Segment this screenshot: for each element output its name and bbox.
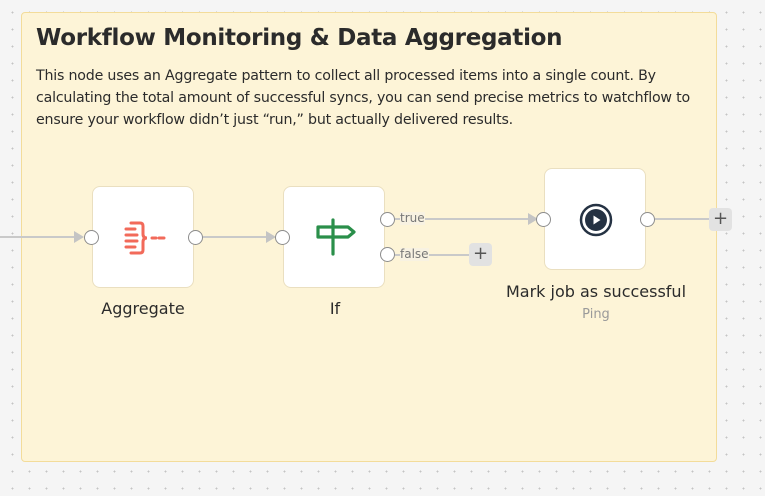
output-handle-false[interactable]	[380, 247, 395, 262]
play-circle-icon	[579, 203, 613, 237]
connection-incoming	[0, 236, 78, 238]
node-subtitle: Ping	[582, 307, 610, 322]
output-label-true: true	[400, 211, 425, 225]
arrow-icon	[266, 231, 276, 243]
node-label: Mark job as successful	[505, 282, 687, 301]
node-if[interactable]	[283, 186, 385, 288]
output-handle[interactable]	[188, 230, 203, 245]
node-aggregate[interactable]	[92, 186, 194, 288]
signpost-icon	[316, 218, 356, 256]
arrow-icon	[528, 213, 538, 225]
input-handle[interactable]	[536, 212, 551, 227]
connection-true	[395, 218, 531, 220]
node-label: If	[329, 299, 341, 318]
output-label-false: false	[400, 247, 429, 261]
output-handle[interactable]	[640, 212, 655, 227]
node-label: Aggregate	[101, 299, 185, 318]
output-handle-true[interactable]	[380, 212, 395, 227]
input-handle[interactable]	[275, 230, 290, 245]
add-node-button[interactable]: +	[709, 208, 732, 231]
aggregate-icon	[124, 221, 166, 255]
sticky-title: Workflow Monitoring & Data Aggregation	[36, 25, 563, 51]
arrow-icon	[74, 231, 84, 243]
add-node-button[interactable]: +	[469, 243, 492, 266]
connection-false	[395, 254, 471, 256]
sticky-body: This node uses an Aggregate pattern to c…	[36, 68, 690, 128]
input-handle[interactable]	[84, 230, 99, 245]
connection	[203, 236, 269, 238]
node-mark-job-successful[interactable]	[544, 168, 646, 270]
connection	[655, 218, 710, 220]
